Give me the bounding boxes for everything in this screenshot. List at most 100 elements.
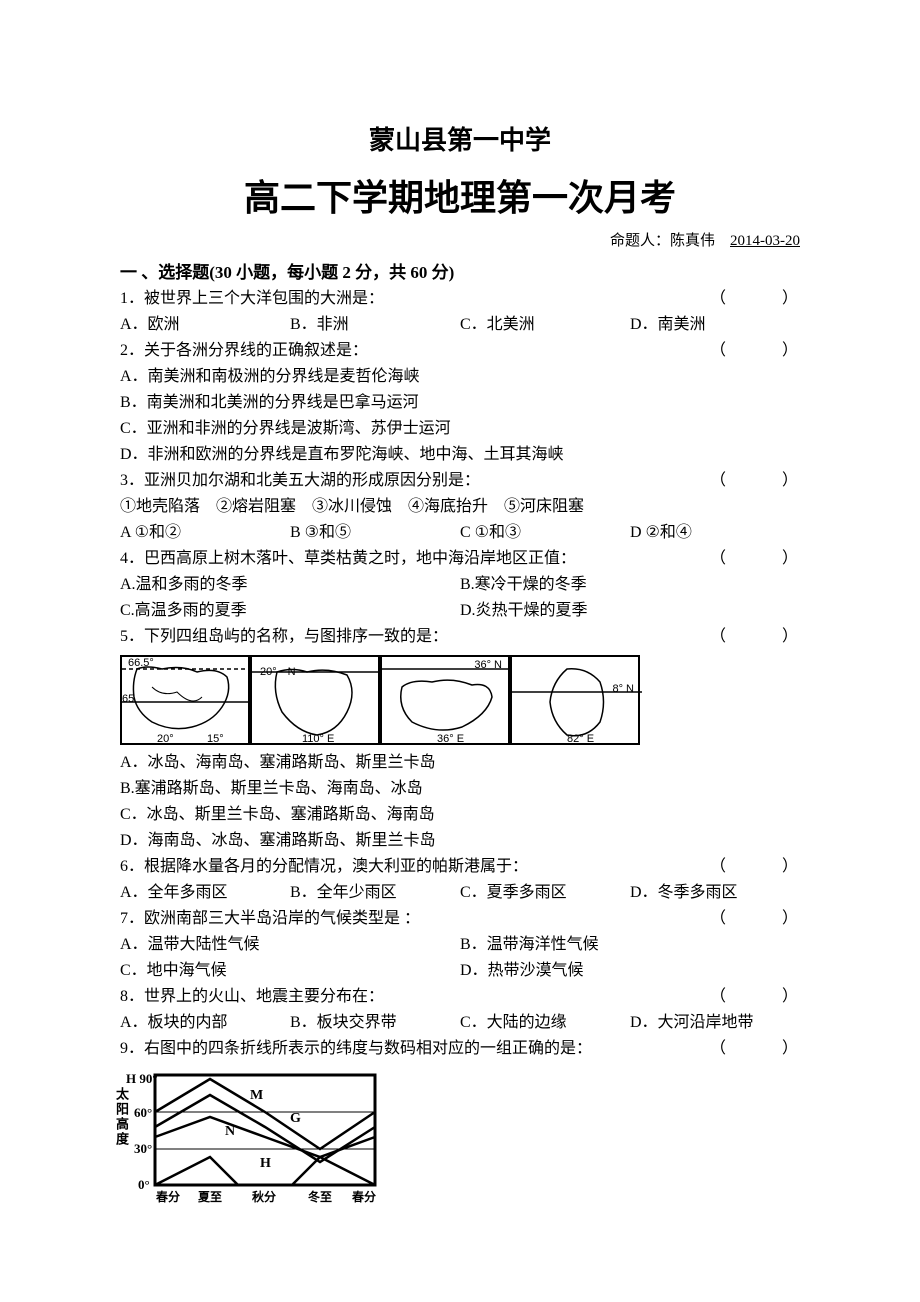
q6-opt-b: B．全年少雨区 bbox=[290, 881, 460, 905]
m1-lon-l: 20° bbox=[157, 733, 174, 745]
q3-stem: 3．亚洲贝加尔湖和北美五大湖的形成原因分别是： bbox=[120, 469, 710, 493]
q4-blank: （ ） bbox=[710, 547, 800, 571]
q7-opt-c: C．地中海气候 bbox=[120, 959, 460, 983]
question-4: 4．巴西高原上树木落叶、草类枯黄之时，地中海沿岸地区正值： （ ） bbox=[120, 547, 800, 571]
q3-opt-a: A ①和② bbox=[120, 521, 290, 545]
q6-options: A．全年多雨区 B．全年少雨区 C．夏季多雨区 D．冬季多雨区 bbox=[120, 881, 800, 905]
q5-maps: 66.5° 65 20° 15° 20° N 110° E 36° N 36° … bbox=[120, 655, 800, 745]
ytick-30: 30° bbox=[134, 1141, 152, 1156]
question-3: 3．亚洲贝加尔湖和北美五大湖的形成原因分别是： （ ） bbox=[120, 469, 800, 493]
ytick-60: 60° bbox=[134, 1105, 152, 1120]
q2-opt-d: D．非洲和欧洲的分界线是直布罗陀海峡、地中海、土耳其海峡 bbox=[120, 443, 800, 467]
m1-lat2: 65 bbox=[122, 693, 134, 705]
q7-opt-d: D．热带沙漠气候 bbox=[460, 959, 800, 983]
q4-options-row2: C.高温多雨的夏季 D.炎热干燥的夏季 bbox=[120, 599, 800, 623]
q8-opt-b: B．板块交界带 bbox=[290, 1011, 460, 1035]
q7-blank: （ ） bbox=[710, 907, 800, 931]
q2-opt-a: A．南美洲和南极洲的分界线是麦哲伦海峡 bbox=[120, 365, 800, 389]
ytick-90: H 90° bbox=[126, 1071, 158, 1086]
q2-stem: 2．关于各洲分界线的正确叙述是： bbox=[120, 339, 710, 363]
q9-stem: 9．右图中的四条折线所表示的纬度与数码相对应的一组正确的是： bbox=[120, 1037, 710, 1061]
q1-blank: （ ） bbox=[710, 287, 800, 311]
exam-title: 高二下学期地理第一次月考 bbox=[120, 169, 800, 221]
m1-lon-r: 15° bbox=[207, 733, 224, 745]
q4-opt-b: B.寒冷干燥的冬季 bbox=[460, 573, 800, 597]
q9-chart-svg: H 90° 60° 30° 0° M G N H 春分 夏至 秋分 冬至 春分 bbox=[120, 1067, 390, 1207]
q7-opt-b: B．温带海洋性气候 bbox=[460, 933, 800, 957]
q7-stem: 7．欧洲南部三大半岛沿岸的气候类型是 ： bbox=[120, 907, 710, 931]
q3-opt-b: B ③和⑤ bbox=[290, 521, 460, 545]
q7-options-row1: A．温带大陆性气候 B．温带海洋性气候 bbox=[120, 933, 800, 957]
question-5: 5．下列四组岛屿的名称，与图排序一致的是： （ ） bbox=[120, 625, 800, 649]
q8-options: A．板块的内部 B．板块交界带 C．大陆的边缘 D．大河沿岸地带 bbox=[120, 1011, 800, 1035]
q9-chart: 太阳高度 H 90° 60° 30° 0° M G N H 春分 夏至 秋分 冬… bbox=[120, 1067, 390, 1207]
xtick-2: 秋分 bbox=[252, 1189, 276, 1204]
q3-opt-c: C ①和③ bbox=[460, 521, 630, 545]
school-name: 蒙山县第一中学 bbox=[120, 120, 800, 157]
m2-lat: 20° N bbox=[260, 663, 296, 679]
question-9: 9．右图中的四条折线所表示的纬度与数码相对应的一组正确的是： （ ） bbox=[120, 1037, 800, 1061]
author-prefix: 命题人： bbox=[610, 233, 670, 249]
xtick-4: 春分 bbox=[351, 1189, 376, 1204]
xtick-3: 冬至 bbox=[308, 1189, 332, 1204]
q3-items: ①地壳陷落 ②熔岩阻塞 ③冰川侵蚀 ④海底抬升 ⑤河床阻塞 bbox=[120, 495, 800, 519]
q7-options-row2: C．地中海气候 D．热带沙漠气候 bbox=[120, 959, 800, 983]
q8-stem: 8．世界上的火山、地震主要分布在： bbox=[120, 985, 710, 1009]
q5-opt-d: D．海南岛、冰岛、塞浦路斯岛、斯里兰卡岛 bbox=[120, 829, 800, 853]
q3-opt-d: D ②和④ bbox=[630, 521, 800, 545]
series-N: N bbox=[225, 1124, 235, 1139]
chart-y-label: 太阳高度 bbox=[112, 1087, 131, 1147]
q2-opt-c: C．亚洲和非洲的分界线是波斯湾、苏伊士运河 bbox=[120, 417, 800, 441]
q6-stem: 6．根据降水量各月的分配情况，澳大利亚的帕斯港属于： bbox=[120, 855, 710, 879]
series-G: G bbox=[290, 1111, 301, 1126]
question-1: 1．被世界上三个大洋包围的大洲是： （ ） bbox=[120, 287, 800, 311]
xtick-1: 夏至 bbox=[198, 1190, 222, 1204]
map-3: 36° N 36° E bbox=[380, 655, 510, 745]
q8-opt-d: D．大河沿岸地带 bbox=[630, 1011, 800, 1035]
series-H: H bbox=[260, 1156, 271, 1171]
q5-opt-c: C．冰岛、斯里兰卡岛、塞浦路斯岛、海南岛 bbox=[120, 803, 800, 827]
author-line: 命题人：陈真伟 2014-03-20 bbox=[120, 229, 800, 250]
map-1-svg bbox=[122, 657, 252, 747]
m4-lon: 82° E bbox=[567, 733, 594, 745]
q3-blank: （ ） bbox=[710, 469, 800, 493]
q1-opt-c: C．北美洲 bbox=[460, 313, 630, 337]
xtick-0: 春分 bbox=[155, 1189, 180, 1204]
q6-opt-a: A．全年多雨区 bbox=[120, 881, 290, 905]
ytick-0: 0° bbox=[138, 1177, 150, 1192]
q4-options-row1: A.温和多雨的冬季 B.寒冷干燥的冬季 bbox=[120, 573, 800, 597]
map-1: 66.5° 65 20° 15° bbox=[120, 655, 250, 745]
question-6: 6．根据降水量各月的分配情况，澳大利亚的帕斯港属于： （ ） bbox=[120, 855, 800, 879]
q1-opt-a: A．欧洲 bbox=[120, 313, 290, 337]
m3-lon: 36° E bbox=[437, 733, 464, 745]
question-2: 2．关于各洲分界线的正确叙述是： （ ） bbox=[120, 339, 800, 363]
q5-blank: （ ） bbox=[710, 625, 800, 649]
q1-stem: 1．被世界上三个大洋包围的大洲是： bbox=[120, 287, 710, 311]
q7-opt-a: A．温带大陆性气候 bbox=[120, 933, 460, 957]
q2-opt-b: B．南美洲和北美洲的分界线是巴拿马运河 bbox=[120, 391, 800, 415]
q8-opt-c: C．大陆的边缘 bbox=[460, 1011, 630, 1035]
m4-lat: 8° N bbox=[612, 683, 634, 695]
m3-lat: 36° N bbox=[474, 659, 502, 671]
q2-blank: （ ） bbox=[710, 339, 800, 363]
m1-lat: 66.5° bbox=[128, 657, 154, 669]
q9-blank: （ ） bbox=[710, 1037, 800, 1061]
q4-opt-c: C.高温多雨的夏季 bbox=[120, 599, 460, 623]
q1-options: A．欧洲 B．非洲 C．北美洲 D．南美洲 bbox=[120, 313, 800, 337]
map-2: 20° N 110° E bbox=[250, 655, 380, 745]
question-8: 8．世界上的火山、地震主要分布在： （ ） bbox=[120, 985, 800, 1009]
q8-blank: （ ） bbox=[710, 985, 800, 1009]
section-title: 一 、选择题(30 小题，每小题 2 分，共 60 分) bbox=[120, 258, 800, 283]
exam-date: 2014-03-20 bbox=[730, 233, 800, 249]
q4-opt-a: A.温和多雨的冬季 bbox=[120, 573, 460, 597]
author-name: 陈真伟 bbox=[670, 233, 715, 249]
m2-lon: 110° E bbox=[302, 733, 334, 745]
q3-options: A ①和② B ③和⑤ C ①和③ D ②和④ bbox=[120, 521, 800, 545]
question-7: 7．欧洲南部三大半岛沿岸的气候类型是 ： （ ） bbox=[120, 907, 800, 931]
q5-opt-a: A．冰岛、海南岛、塞浦路斯岛、斯里兰卡岛 bbox=[120, 751, 800, 775]
series-M: M bbox=[250, 1088, 263, 1103]
q4-opt-d: D.炎热干燥的夏季 bbox=[460, 599, 800, 623]
q6-opt-d: D．冬季多雨区 bbox=[630, 881, 800, 905]
q5-stem: 5．下列四组岛屿的名称，与图排序一致的是： bbox=[120, 625, 710, 649]
q4-stem: 4．巴西高原上树木落叶、草类枯黄之时，地中海沿岸地区正值： bbox=[120, 547, 710, 571]
